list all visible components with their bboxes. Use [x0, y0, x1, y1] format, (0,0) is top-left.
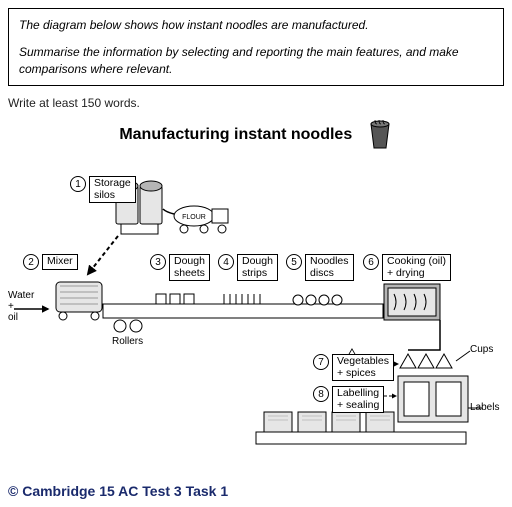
- step-1: 1 Storage silos: [70, 176, 136, 203]
- step-7: 7 Vegetables + spices: [313, 354, 394, 381]
- step-7-num: 7: [313, 354, 329, 370]
- step-4-label: Dough strips: [237, 254, 278, 281]
- step-5-num: 5: [286, 254, 302, 270]
- step-6-label: Cooking (oil) + drying: [382, 254, 451, 281]
- step-2-num: 2: [23, 254, 39, 270]
- cooking-shape: [384, 284, 440, 320]
- process-diagram: FLOUR: [8, 154, 504, 474]
- conveyor-shape: [103, 294, 383, 332]
- cups-label: Cups: [470, 344, 493, 355]
- flour-truck-shape: FLOUR: [163, 206, 228, 233]
- title-text: Manufacturing instant noodles: [119, 127, 352, 144]
- step-4-num: 4: [218, 254, 234, 270]
- step-7-label: Vegetables + spices: [332, 354, 394, 381]
- step-1-label: Storage silos: [89, 176, 136, 203]
- step-5-label: Noodles discs: [305, 254, 354, 281]
- instruction-line-1: The diagram below shows how instant nood…: [19, 17, 493, 34]
- step-8-label: Labelling + sealing: [332, 386, 384, 413]
- labels-label: Labels: [470, 402, 499, 413]
- mixer-shape: [56, 282, 102, 320]
- instruction-line-2: Summarise the information by selecting a…: [19, 44, 493, 78]
- rollers-label: Rollers: [112, 336, 143, 347]
- water-oil-label: Water + oil: [8, 290, 34, 323]
- step-4: 4 Dough strips: [218, 254, 278, 281]
- step-3: 3 Dough sheets: [150, 254, 210, 281]
- step-3-label: Dough sheets: [169, 254, 210, 281]
- step-6-num: 6: [363, 254, 379, 270]
- step-2-label: Mixer: [42, 254, 78, 270]
- step-2: 2 Mixer: [23, 254, 78, 270]
- word-count: Write at least 150 words.: [8, 96, 504, 110]
- step-1-num: 1: [70, 176, 86, 192]
- step-8: 8 Labelling + sealing: [313, 386, 384, 413]
- diagram-title: Manufacturing instant noodles: [8, 120, 504, 150]
- step-8-num: 8: [313, 386, 329, 402]
- step-3-num: 3: [150, 254, 166, 270]
- copyright: © Cambridge 15 AC Test 3 Task 1: [8, 483, 228, 499]
- step-6: 6 Cooking (oil) + drying: [363, 254, 451, 281]
- noodle-cup-icon: [367, 120, 393, 150]
- flour-label-svg: FLOUR: [182, 214, 206, 221]
- step-5: 5 Noodles discs: [286, 254, 354, 281]
- cups-shape: [400, 354, 452, 368]
- instruction-box: The diagram below shows how instant nood…: [8, 8, 504, 86]
